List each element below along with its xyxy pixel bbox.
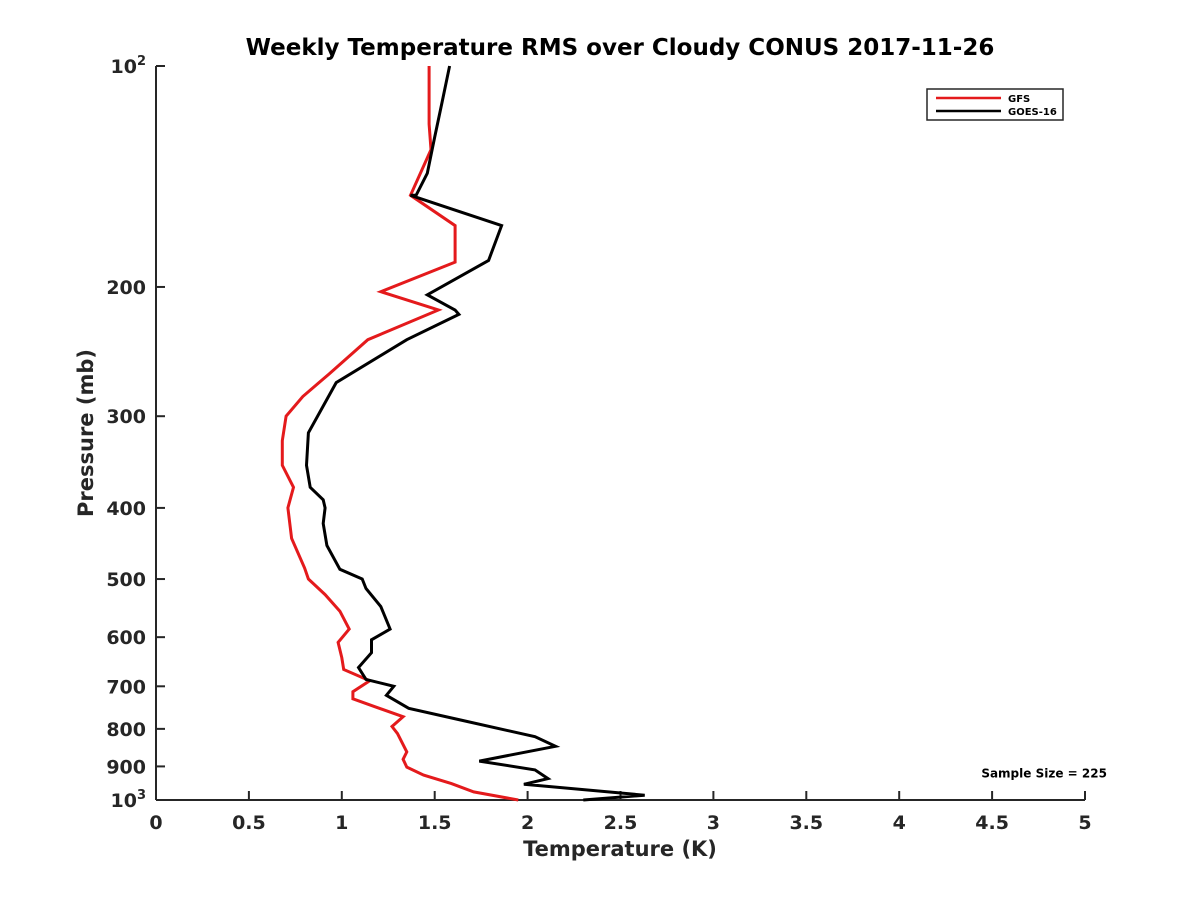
x-tick-label: 2.5: [604, 812, 638, 834]
y-tick-label: 700: [106, 676, 146, 698]
series-layer: [280, 65, 645, 802]
legend-label: GOES-16: [1008, 107, 1057, 118]
legend-label: GFS: [1008, 94, 1030, 105]
y-tick-label: 400: [106, 498, 146, 520]
y-tick-label: 200: [106, 277, 146, 299]
sample-size-annotation: Sample Size = 225: [981, 766, 1107, 780]
axes: 0 0.5 1 1.5 2 2.5 3 3.5 4 4.5 5 102 200 300 400 500 600 7…: [106, 54, 1091, 834]
x-tick-label: 1: [335, 812, 348, 834]
x-tick-label: 4: [893, 812, 906, 834]
series-line-gfs: [280, 66, 519, 802]
x-tick-label: 3.5: [789, 812, 823, 834]
x-tick-label: 4.5: [975, 812, 1009, 834]
chart-title: Weekly Temperature RMS over Cloudy CONUS…: [246, 35, 995, 61]
y-tick-label: 102: [111, 54, 147, 78]
legend: GFS GOES-16: [926, 88, 1064, 121]
legend-box: [926, 88, 1064, 121]
y-axis-label: Pressure (mb): [74, 349, 98, 517]
x-tick-label: 5: [1078, 812, 1091, 834]
x-tick-label: 2: [521, 812, 534, 834]
x-tick-label: 3: [707, 812, 720, 834]
x-tick-label: 1.5: [418, 812, 452, 834]
y-tick-label: 900: [106, 756, 146, 778]
x-axis-label: Temperature (K): [523, 837, 717, 861]
y-tick-label: 600: [106, 627, 146, 649]
y-tick-label: 500: [106, 569, 146, 591]
series-line-goes-16: [304, 65, 645, 802]
y-tick-label: 800: [106, 719, 146, 741]
x-tick-label: 0: [149, 812, 162, 834]
y-tick-label: 300: [106, 406, 146, 428]
x-tick-label: 0.5: [232, 812, 266, 834]
y-tick-label: 103: [111, 788, 147, 812]
